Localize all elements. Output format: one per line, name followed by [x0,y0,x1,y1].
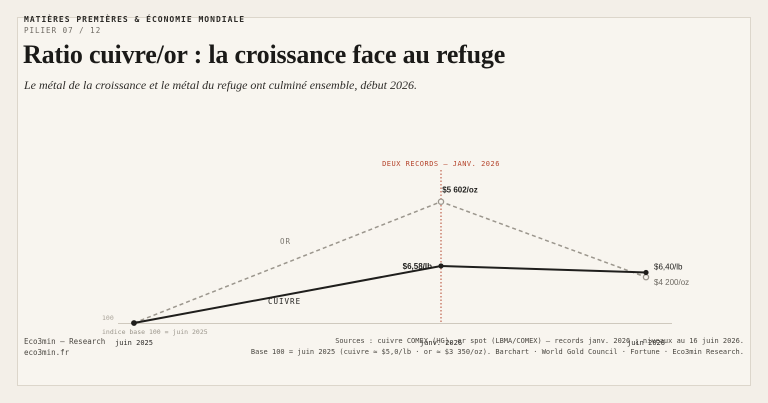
chart-subtitle: Le métal de la croissance et le métal du… [24,78,418,92]
sources-line-1: Sources : cuivre COMEX (HG), or spot (LB… [335,337,744,345]
series-line-or [133,200,647,324]
data-label: $6,40/lb [654,262,683,271]
annotation-label: DEUX RECORDS — JANV. 2026 [382,160,500,168]
data-label: $5 602/oz [442,186,478,195]
footer-brand: Eco3min — Research [24,337,106,346]
pillar-label: PILIER 07 / 12 [24,26,102,35]
chart-card [17,17,751,386]
x-tick-label: juin 2025 [115,339,153,347]
data-point [437,198,445,205]
baseline-note: indice base 100 = juin 2025 [102,328,208,336]
footer-sources: Sources : cuivre COMEX (HG), or spot (LB… [251,336,744,358]
footer-site[interactable]: eco3min.fr [24,348,70,357]
baseline-value-label: 100 [102,314,114,322]
data-point [438,263,444,269]
series-line-cuivre [133,264,647,324]
footer-brand-block: Eco3min — Research eco3min.fr [24,336,105,358]
data-point [642,273,650,281]
x-tick-label: janv. 2026 [420,339,462,347]
chart-title: Ratio cuivre/or : la croissance face au … [23,40,506,69]
data-label: $6,58/lb [403,262,432,271]
x-tick-label: juin 2026 [627,339,665,347]
series-name-label: OR [280,237,291,246]
series-name-label: CUIVRE [268,297,301,306]
data-point [643,269,649,276]
data-label: $4 200/oz [654,278,689,287]
sources-line-2: Base 100 = juin 2025 (cuivre ≈ $5,0/lb ·… [250,348,744,356]
kicker: MATIÈRES PREMIÈRES & ÉCONOMIE MONDIALE [24,15,246,24]
data-point [131,320,137,326]
